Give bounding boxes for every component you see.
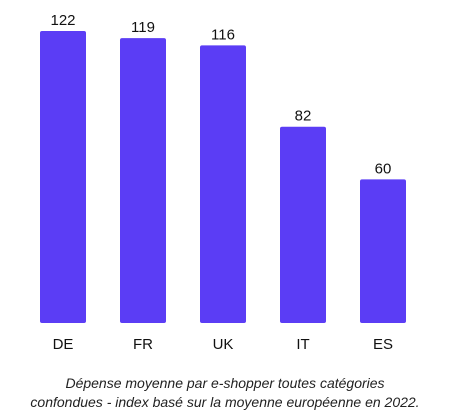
data-label-es: 60 xyxy=(375,160,392,177)
chart-caption: Dépense moyenne par e-shopper toutes cat… xyxy=(0,374,450,412)
data-label-fr: 119 xyxy=(131,19,155,36)
x-tick-es: ES xyxy=(373,336,393,353)
x-axis-tick-labels: DE FR UK IT ES xyxy=(53,336,393,353)
bars-layer xyxy=(40,31,406,323)
bar-fr xyxy=(120,38,166,323)
data-label-uk: 116 xyxy=(211,26,235,43)
x-tick-de: DE xyxy=(53,336,74,353)
bar-es xyxy=(360,179,406,323)
value-labels-layer: 122 119 116 82 60 xyxy=(50,12,391,177)
x-tick-fr: FR xyxy=(133,336,153,353)
caption-line-1: Dépense moyenne par e-shopper toutes cat… xyxy=(65,375,385,391)
x-tick-uk: UK xyxy=(213,336,234,353)
data-label-de: 122 xyxy=(50,12,75,29)
bar-it xyxy=(280,126,326,323)
x-tick-it: IT xyxy=(296,336,309,353)
data-label-it: 82 xyxy=(295,108,312,125)
bar-uk xyxy=(200,45,246,323)
caption-line-2: confondues - index basé sur la moyenne e… xyxy=(30,394,420,410)
bar-de xyxy=(40,31,86,323)
